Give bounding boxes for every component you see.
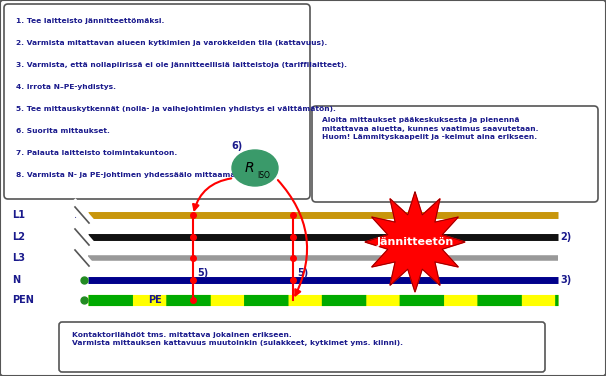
- Text: 6. Suorita mittaukset.: 6. Suorita mittaukset.: [16, 128, 110, 134]
- Text: 1): 1): [74, 210, 85, 220]
- FancyBboxPatch shape: [312, 106, 598, 202]
- Text: 4. Irrota N–PE-yhdistys.: 4. Irrota N–PE-yhdistys.: [16, 84, 116, 90]
- Text: 3. Varmista, että nollapiirissä ei ole jännitteellisiä laitteistoja (tariffilait: 3. Varmista, että nollapiirissä ei ole j…: [16, 62, 347, 68]
- Ellipse shape: [232, 150, 278, 186]
- Text: PEN: PEN: [12, 295, 34, 305]
- Text: $R$: $R$: [244, 161, 254, 175]
- Text: 1. Tee laitteisto jännitteettömäksi.: 1. Tee laitteisto jännitteettömäksi.: [16, 18, 164, 24]
- Text: 2. Varmista mitattavan alueen kytkimien ja varokkeiden tila (kattavuus).: 2. Varmista mitattavan alueen kytkimien …: [16, 40, 327, 46]
- Text: 2): 2): [560, 232, 571, 242]
- Text: PE: PE: [148, 295, 162, 305]
- Text: 8. Varmista N- ja PE-johtimen yhdessäälo mittaamalla.: 8. Varmista N- ja PE-johtimen yhdessäälo…: [16, 172, 248, 178]
- Text: 5): 5): [197, 268, 208, 278]
- Text: L2: L2: [12, 232, 25, 242]
- Text: N: N: [12, 275, 20, 285]
- FancyBboxPatch shape: [59, 322, 545, 372]
- Text: Jännitteetön: Jännitteetön: [376, 237, 454, 247]
- FancyBboxPatch shape: [4, 4, 310, 199]
- Polygon shape: [365, 192, 465, 292]
- Text: ISO: ISO: [257, 171, 270, 180]
- Text: 4): 4): [112, 295, 123, 305]
- Text: L3: L3: [12, 253, 25, 263]
- Text: 3): 3): [560, 275, 571, 285]
- Text: 7. Palauta laitteisto toimintakuntoon.: 7. Palauta laitteisto toimintakuntoon.: [16, 150, 177, 156]
- Text: Kontaktorilähdöt tms. mitattava jokainen erikseen.
Varmista mittauksen kattavuus: Kontaktorilähdöt tms. mitattava jokainen…: [72, 332, 403, 347]
- Text: Aloita mittaukset pääkeskuksesta ja pienennä
mitattavaa aluetta, kunnes vaatimus: Aloita mittaukset pääkeskuksesta ja pien…: [322, 117, 539, 140]
- Text: 5): 5): [297, 268, 308, 278]
- Text: 5. Tee mittauskytkennät (nolla- ja vaihejohtimien yhdistys ei välttämätön).: 5. Tee mittauskytkennät (nolla- ja vaihe…: [16, 106, 336, 112]
- Text: 6): 6): [231, 141, 242, 151]
- Text: L1: L1: [12, 210, 25, 220]
